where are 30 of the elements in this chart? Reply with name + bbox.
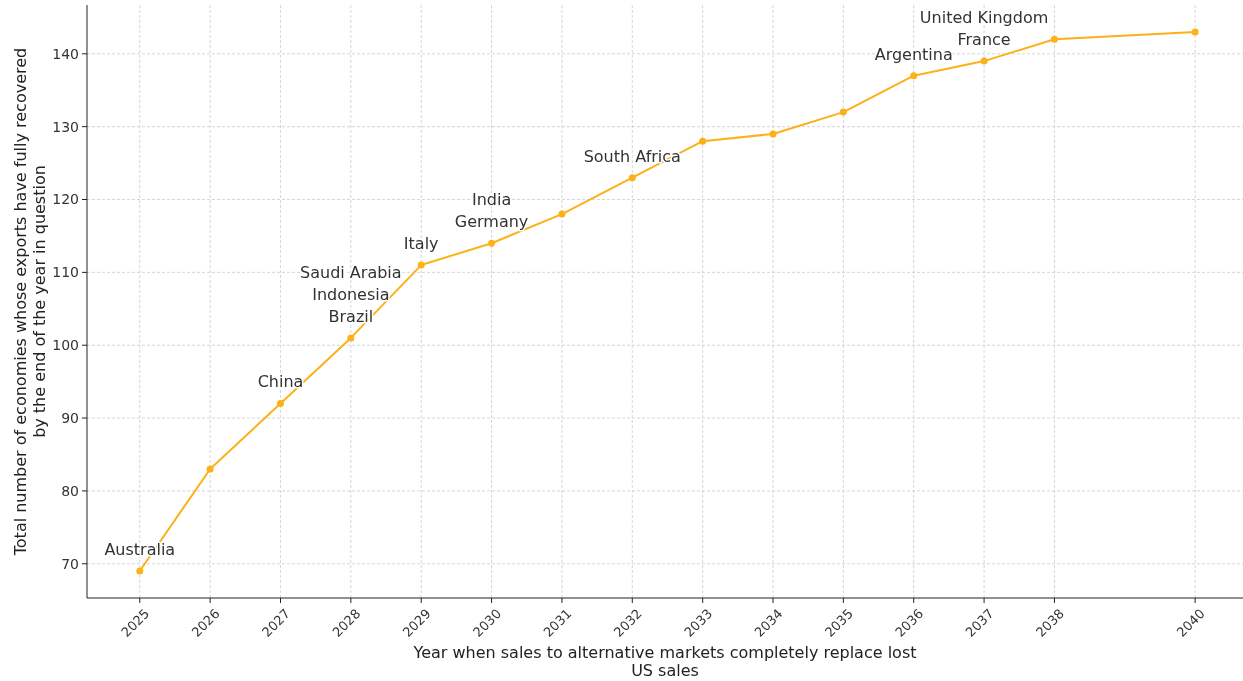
y-tick-label: 140	[52, 45, 79, 62]
point	[488, 239, 496, 247]
point	[980, 57, 988, 65]
point	[1191, 28, 1199, 36]
y-tick-label: 80	[61, 482, 79, 499]
y-tick-label: 90	[61, 409, 79, 426]
point	[839, 108, 847, 116]
point	[558, 210, 566, 218]
point	[1050, 35, 1058, 43]
y-tick-label: 70	[61, 555, 79, 572]
annotation: Saudi Arabia Indonesia Brazil	[300, 262, 402, 326]
point	[417, 261, 425, 269]
y-tick-label: 100	[52, 337, 79, 354]
point	[769, 130, 777, 138]
point	[699, 137, 707, 145]
point	[347, 334, 355, 342]
y-axis-title: Total number of economies whose exports have fully recovered by the end of the year in question	[11, 47, 49, 557]
y-tick-label: 130	[52, 118, 79, 135]
annotation: Argentina	[874, 44, 953, 64]
annotation: India Germany	[454, 190, 529, 232]
point	[628, 174, 636, 182]
annotation: China	[257, 372, 304, 392]
point	[910, 72, 918, 80]
annotation: Italy	[403, 234, 439, 254]
point	[136, 567, 144, 575]
y-tick-label: 110	[52, 264, 79, 281]
y-tick-label: 120	[52, 191, 79, 208]
point	[276, 399, 284, 407]
x-axis-title: Year when sales to alternative markets completely replace lost US sales	[412, 643, 917, 680]
point	[206, 465, 214, 473]
